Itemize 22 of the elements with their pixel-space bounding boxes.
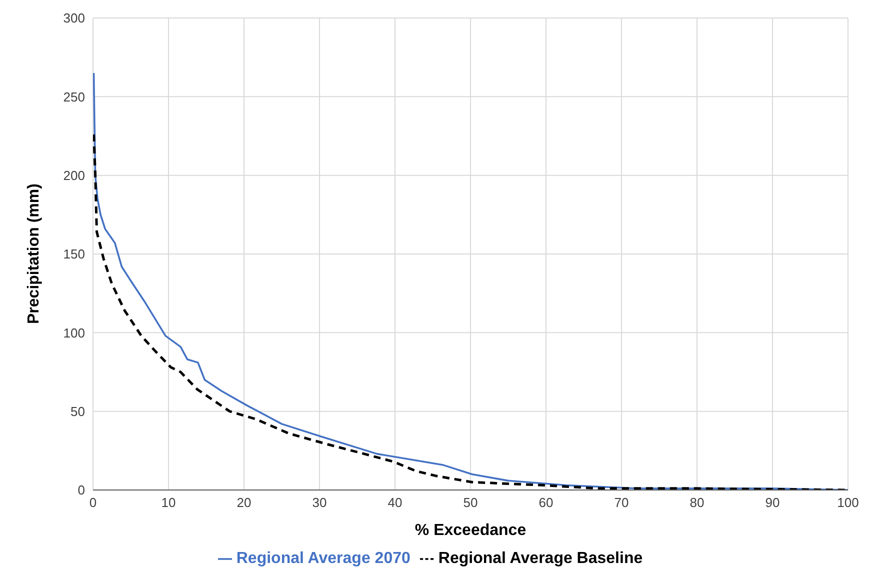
x-tick-label: 50	[463, 495, 478, 510]
y-axis-title: Precipitation (mm)	[26, 184, 43, 324]
x-axis-title: % Exceedance	[414, 522, 526, 539]
y-tick-label: 0	[78, 482, 85, 498]
x-tick-label: 90	[765, 495, 780, 510]
x-tick-label: 60	[538, 495, 554, 510]
x-tick-label: 0	[89, 495, 97, 510]
y-tick-label: 300	[63, 10, 85, 26]
x-tick-label: 70	[614, 495, 629, 510]
x-tick-label: 30	[312, 495, 327, 510]
x-tick-label: 80	[690, 495, 704, 510]
y-tick-label: 50	[70, 404, 85, 419]
y-tick-label: 100	[63, 325, 85, 340]
x-tick-label: 100	[837, 495, 859, 510]
y-tick-label: 250	[63, 89, 85, 104]
x-tick-label: 20	[236, 495, 252, 510]
y-tick-label: 150	[63, 246, 85, 262]
legend-label: Regional Average 2070	[236, 550, 410, 567]
legend-label: Regional Average Baseline	[438, 550, 643, 567]
x-tick-label: 10	[161, 495, 176, 510]
x-tick-label: 40	[388, 495, 402, 510]
y-tick-label: 200	[63, 168, 85, 183]
